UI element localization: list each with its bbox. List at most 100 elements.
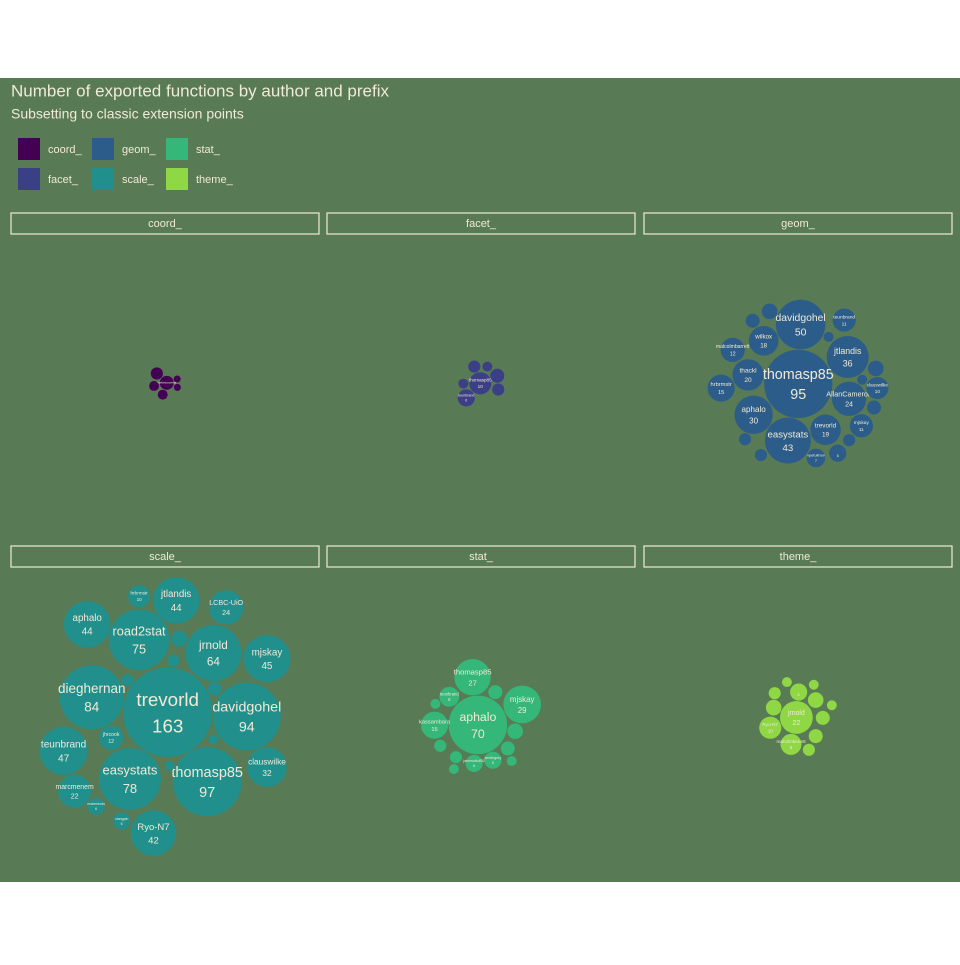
bubble [159, 375, 174, 390]
legend-label: coord_ [48, 144, 83, 156]
bubble [790, 683, 808, 701]
bubble-label: malcolmbarrett [716, 344, 750, 350]
bubble [507, 723, 523, 740]
bubble-label: road2stat [113, 623, 166, 638]
facet-strip [643, 545, 953, 568]
bubble [759, 716, 782, 739]
bubble-label: kassambara [419, 719, 451, 725]
value-label: 84 [84, 700, 99, 715]
value-label: 6 [465, 399, 467, 403]
bubble-label: xiangpin [115, 817, 128, 821]
bubble [765, 699, 782, 716]
bubble-label: davidgohel [212, 700, 281, 716]
legend-key [18, 138, 40, 160]
value-label: 6 [492, 761, 494, 765]
bubble [167, 654, 180, 667]
bubble [209, 590, 244, 625]
bubble-label: clauswilke [248, 756, 286, 766]
bubble [829, 444, 847, 462]
bubble [768, 687, 781, 700]
value-label: 19 [822, 432, 830, 439]
bubble [243, 635, 291, 683]
bubble-label: thackl [739, 368, 757, 375]
bubble [806, 448, 826, 468]
bubble-label: dieghernan [58, 681, 125, 696]
value-label: 29 [518, 706, 527, 715]
bubble [738, 433, 752, 446]
bubble [826, 336, 869, 379]
bubble [506, 756, 517, 766]
value-label: 10 [137, 597, 143, 602]
bubble-label: thomasp85 [454, 668, 492, 677]
value-label: 43 [783, 443, 794, 454]
value-label: 10 [478, 384, 484, 389]
bubble-label: teunbrand [833, 314, 855, 320]
facet-label: geom_ [781, 218, 816, 230]
bubble [454, 659, 491, 696]
bubble [810, 414, 841, 446]
legend-label: stat_ [196, 144, 221, 156]
bubble [492, 383, 505, 396]
chart-subtitle: Subsetting to classic extension points [11, 106, 244, 122]
bubble [707, 374, 735, 402]
bubble [826, 700, 837, 711]
bubble-label: teunbrand [41, 739, 86, 750]
bubble [748, 325, 779, 356]
facet-panel: thomasp85 95 davidgohel 50 easystats 43 jtland… [707, 299, 889, 468]
bubble-label: jrnold [198, 639, 228, 652]
bubble [121, 674, 134, 687]
bubble [843, 434, 856, 447]
facet-strip [10, 545, 320, 568]
value-label: 44 [82, 627, 93, 638]
bubble [866, 376, 889, 400]
bubble [780, 733, 802, 755]
value-label: 42 [148, 835, 159, 846]
bubble [99, 725, 124, 750]
bubble-label: hrbrmstr [711, 382, 732, 388]
bubble [150, 367, 163, 380]
bubble-label: thomasp85 [171, 765, 243, 781]
bubble-label: malcolmbarrett [776, 739, 806, 744]
value-label: 10 [768, 729, 774, 734]
bubble [807, 692, 824, 708]
bubble [745, 313, 760, 328]
bubble [157, 389, 168, 400]
value-label: 15 [718, 390, 724, 396]
facet-panel: stefanocoretta [149, 367, 181, 400]
bubble [439, 686, 460, 707]
legend-key [18, 168, 40, 190]
value-label: 36 [843, 358, 853, 368]
bubble-label: easystats [103, 763, 158, 778]
bubble [764, 349, 833, 418]
bubble-label: mjskay [854, 420, 870, 426]
value-label: 70 [471, 727, 485, 741]
value-label: 6 [798, 693, 800, 697]
legend-key [166, 138, 188, 160]
bubble [185, 625, 242, 682]
bubble [500, 741, 515, 756]
bubble [87, 797, 105, 815]
bubble [866, 400, 881, 415]
value-label: 6 [121, 822, 123, 826]
facet-strip [326, 545, 636, 568]
bubble [832, 308, 856, 332]
value-label: 64 [207, 656, 221, 669]
value-label: 6 [473, 764, 475, 768]
chart-title: Number of exported functions by author a… [11, 81, 389, 100]
value-label: 6 [837, 454, 839, 458]
bubble [781, 677, 792, 688]
value-label: 50 [795, 328, 807, 339]
bubble [465, 754, 483, 772]
bubble [123, 667, 213, 757]
bubble [734, 395, 773, 434]
bubble [775, 299, 826, 350]
value-label: 8 [448, 697, 451, 702]
facet-label: scale_ [149, 551, 182, 563]
bubble [764, 417, 811, 464]
value-label: 97 [199, 785, 215, 801]
bubble [469, 372, 492, 395]
value-label: 11 [842, 321, 847, 327]
value-label: 94 [239, 720, 255, 736]
bubble-label: marcmenem [55, 784, 93, 791]
